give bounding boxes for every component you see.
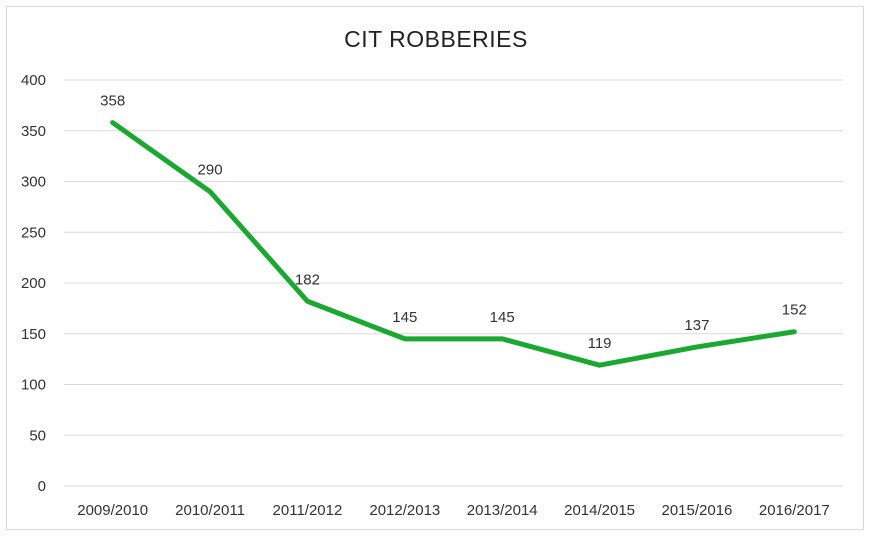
series-line [110,120,797,368]
data-label: 145 [392,309,417,326]
y-tick-label: 250 [21,224,46,241]
y-tick-label: 350 [21,123,46,140]
data-label: 145 [490,309,515,326]
x-tick-label: 2009/2010 [77,502,148,519]
data-label: 137 [684,317,709,334]
y-tick-label: 300 [21,174,46,191]
data-label: 358 [100,93,125,110]
y-tick-label: 100 [21,377,46,394]
x-axis-ticks: 2009/2010 2010/2011 2011/2012 2012/2013 2013… [77,502,830,519]
data-label: 119 [588,335,612,352]
x-tick-label: 2013/2014 [467,502,538,519]
data-label: 290 [198,162,223,179]
gridlines [64,79,843,487]
y-tick-label: 50 [29,427,46,444]
data-labels: 358 290 182 145 145 119 137 152 [100,93,807,353]
x-tick-label: 2016/2017 [759,502,830,519]
y-tick-label: 150 [21,326,46,343]
series [110,120,797,368]
y-tick-label: 0 [38,478,46,495]
x-tick-label: 2014/2015 [564,502,635,519]
x-tick-label: 2012/2013 [369,502,440,519]
y-tick-label: 400 [21,72,46,89]
y-tick-label: 200 [21,275,46,292]
data-label: 152 [782,302,807,319]
data-label: 182 [295,271,320,288]
x-tick-label: 2011/2012 [273,502,343,519]
x-tick-label: 2015/2016 [661,502,732,519]
x-tick-label: 2010/2011 [175,502,245,519]
chart-title: CIT ROBBERIES [344,26,528,52]
chart-frame [6,6,864,530]
y-axis-ticks: 0 50 100 150 200 250 300 350 400 [21,72,46,495]
